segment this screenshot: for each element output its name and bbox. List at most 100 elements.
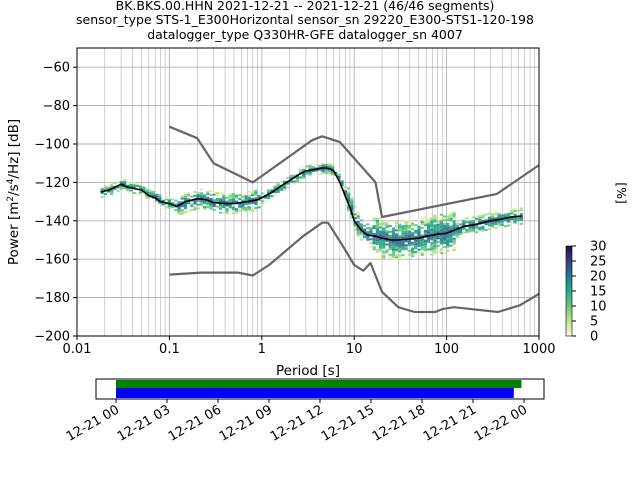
density-cell — [218, 203, 223, 206]
density-cell — [436, 227, 440, 230]
density-cell — [407, 242, 411, 245]
density-cell — [519, 219, 523, 222]
timeline-tick-label: 12-21 21 — [421, 402, 479, 444]
density-cell — [222, 204, 226, 207]
density-cell — [122, 183, 127, 186]
density-cell — [244, 195, 248, 198]
density-cell — [446, 228, 450, 231]
density-cell — [487, 212, 491, 215]
density-cell — [455, 226, 459, 229]
density-cell — [487, 228, 491, 231]
density-cell — [452, 237, 456, 240]
density-cell — [138, 187, 143, 190]
density-cell — [394, 237, 399, 240]
density-cell — [218, 207, 223, 210]
density-cell — [353, 205, 357, 208]
density-cell — [215, 197, 219, 200]
density-cell — [206, 196, 210, 199]
density-cell — [446, 234, 450, 237]
density-cell — [369, 245, 373, 248]
density-cell — [449, 240, 453, 243]
density-cell — [449, 233, 453, 236]
density-cell — [273, 191, 277, 194]
density-cell — [458, 232, 463, 235]
density-cell — [298, 168, 303, 171]
density-cell — [244, 199, 248, 202]
density-cell — [356, 215, 360, 218]
density-cell — [462, 220, 466, 223]
density-cell — [426, 229, 431, 232]
density-cell — [126, 184, 130, 187]
density-cell — [350, 199, 354, 202]
density-cell — [410, 234, 415, 237]
density-cell — [212, 191, 216, 194]
density-cell — [180, 195, 184, 198]
density-cell — [212, 208, 216, 211]
density-cell — [266, 196, 271, 199]
density-cell — [222, 198, 226, 201]
density-cell — [398, 225, 402, 228]
density-cell — [359, 230, 363, 233]
density-cell — [430, 228, 434, 231]
density-cell — [462, 231, 466, 234]
density-cell — [487, 224, 491, 227]
density-cell — [180, 197, 184, 200]
density-cell — [369, 238, 373, 241]
density-cell — [234, 208, 239, 211]
density-cell — [282, 186, 287, 189]
density-cell — [436, 250, 440, 253]
density-cell — [519, 213, 523, 216]
density-cell — [231, 208, 235, 211]
density-cell — [372, 242, 376, 245]
density-cell — [135, 184, 139, 187]
density-cell — [183, 195, 187, 198]
density-cell — [366, 238, 370, 241]
density-cell — [222, 200, 226, 203]
density-cell — [452, 224, 456, 227]
density-cell — [385, 233, 389, 236]
density-cell — [391, 250, 395, 253]
density-cell — [238, 198, 242, 201]
density-cell — [423, 233, 427, 236]
y-tick-label: −120 — [34, 176, 70, 191]
density-cell — [151, 190, 155, 193]
density-cell — [414, 243, 418, 246]
density-cell — [455, 234, 459, 237]
density-cell — [186, 192, 191, 195]
density-cell — [442, 234, 447, 237]
density-cell — [510, 212, 514, 215]
density-cell — [420, 246, 424, 249]
density-cell — [446, 238, 450, 241]
density-cell — [302, 174, 306, 177]
density-cell — [516, 217, 520, 220]
density-cell — [170, 202, 175, 205]
density-cell — [439, 248, 443, 251]
density-cell — [452, 247, 456, 250]
density-cell — [372, 215, 376, 218]
density-cell — [471, 225, 475, 228]
y-tick-label: −140 — [34, 214, 70, 229]
density-cell — [375, 237, 379, 240]
y-axis-ticks: −200 −180 −160 −140 −120 −100 −80 −60 — [34, 61, 77, 345]
density-cell — [394, 256, 399, 259]
density-cell — [382, 254, 386, 257]
density-cell — [414, 245, 418, 248]
density-cell — [148, 189, 152, 192]
density-cell — [346, 208, 351, 211]
density-cell — [458, 229, 463, 232]
density-cell — [260, 200, 264, 203]
series-lines — [100, 125, 539, 314]
density-cell — [228, 192, 232, 195]
density-cell — [487, 222, 491, 225]
colorbar-tick-label: 0 — [590, 330, 598, 345]
density-cell — [350, 216, 354, 219]
density-cell — [433, 235, 437, 238]
density-cell — [394, 248, 399, 251]
density-cell — [321, 170, 325, 173]
density-cell — [110, 189, 114, 192]
timeline-tick-label: 12-21 18 — [370, 402, 428, 444]
density-cell — [433, 247, 437, 250]
density-cell — [244, 206, 248, 209]
density-cell — [420, 248, 424, 251]
timeline-tick-label: 12-21 09 — [217, 402, 275, 444]
